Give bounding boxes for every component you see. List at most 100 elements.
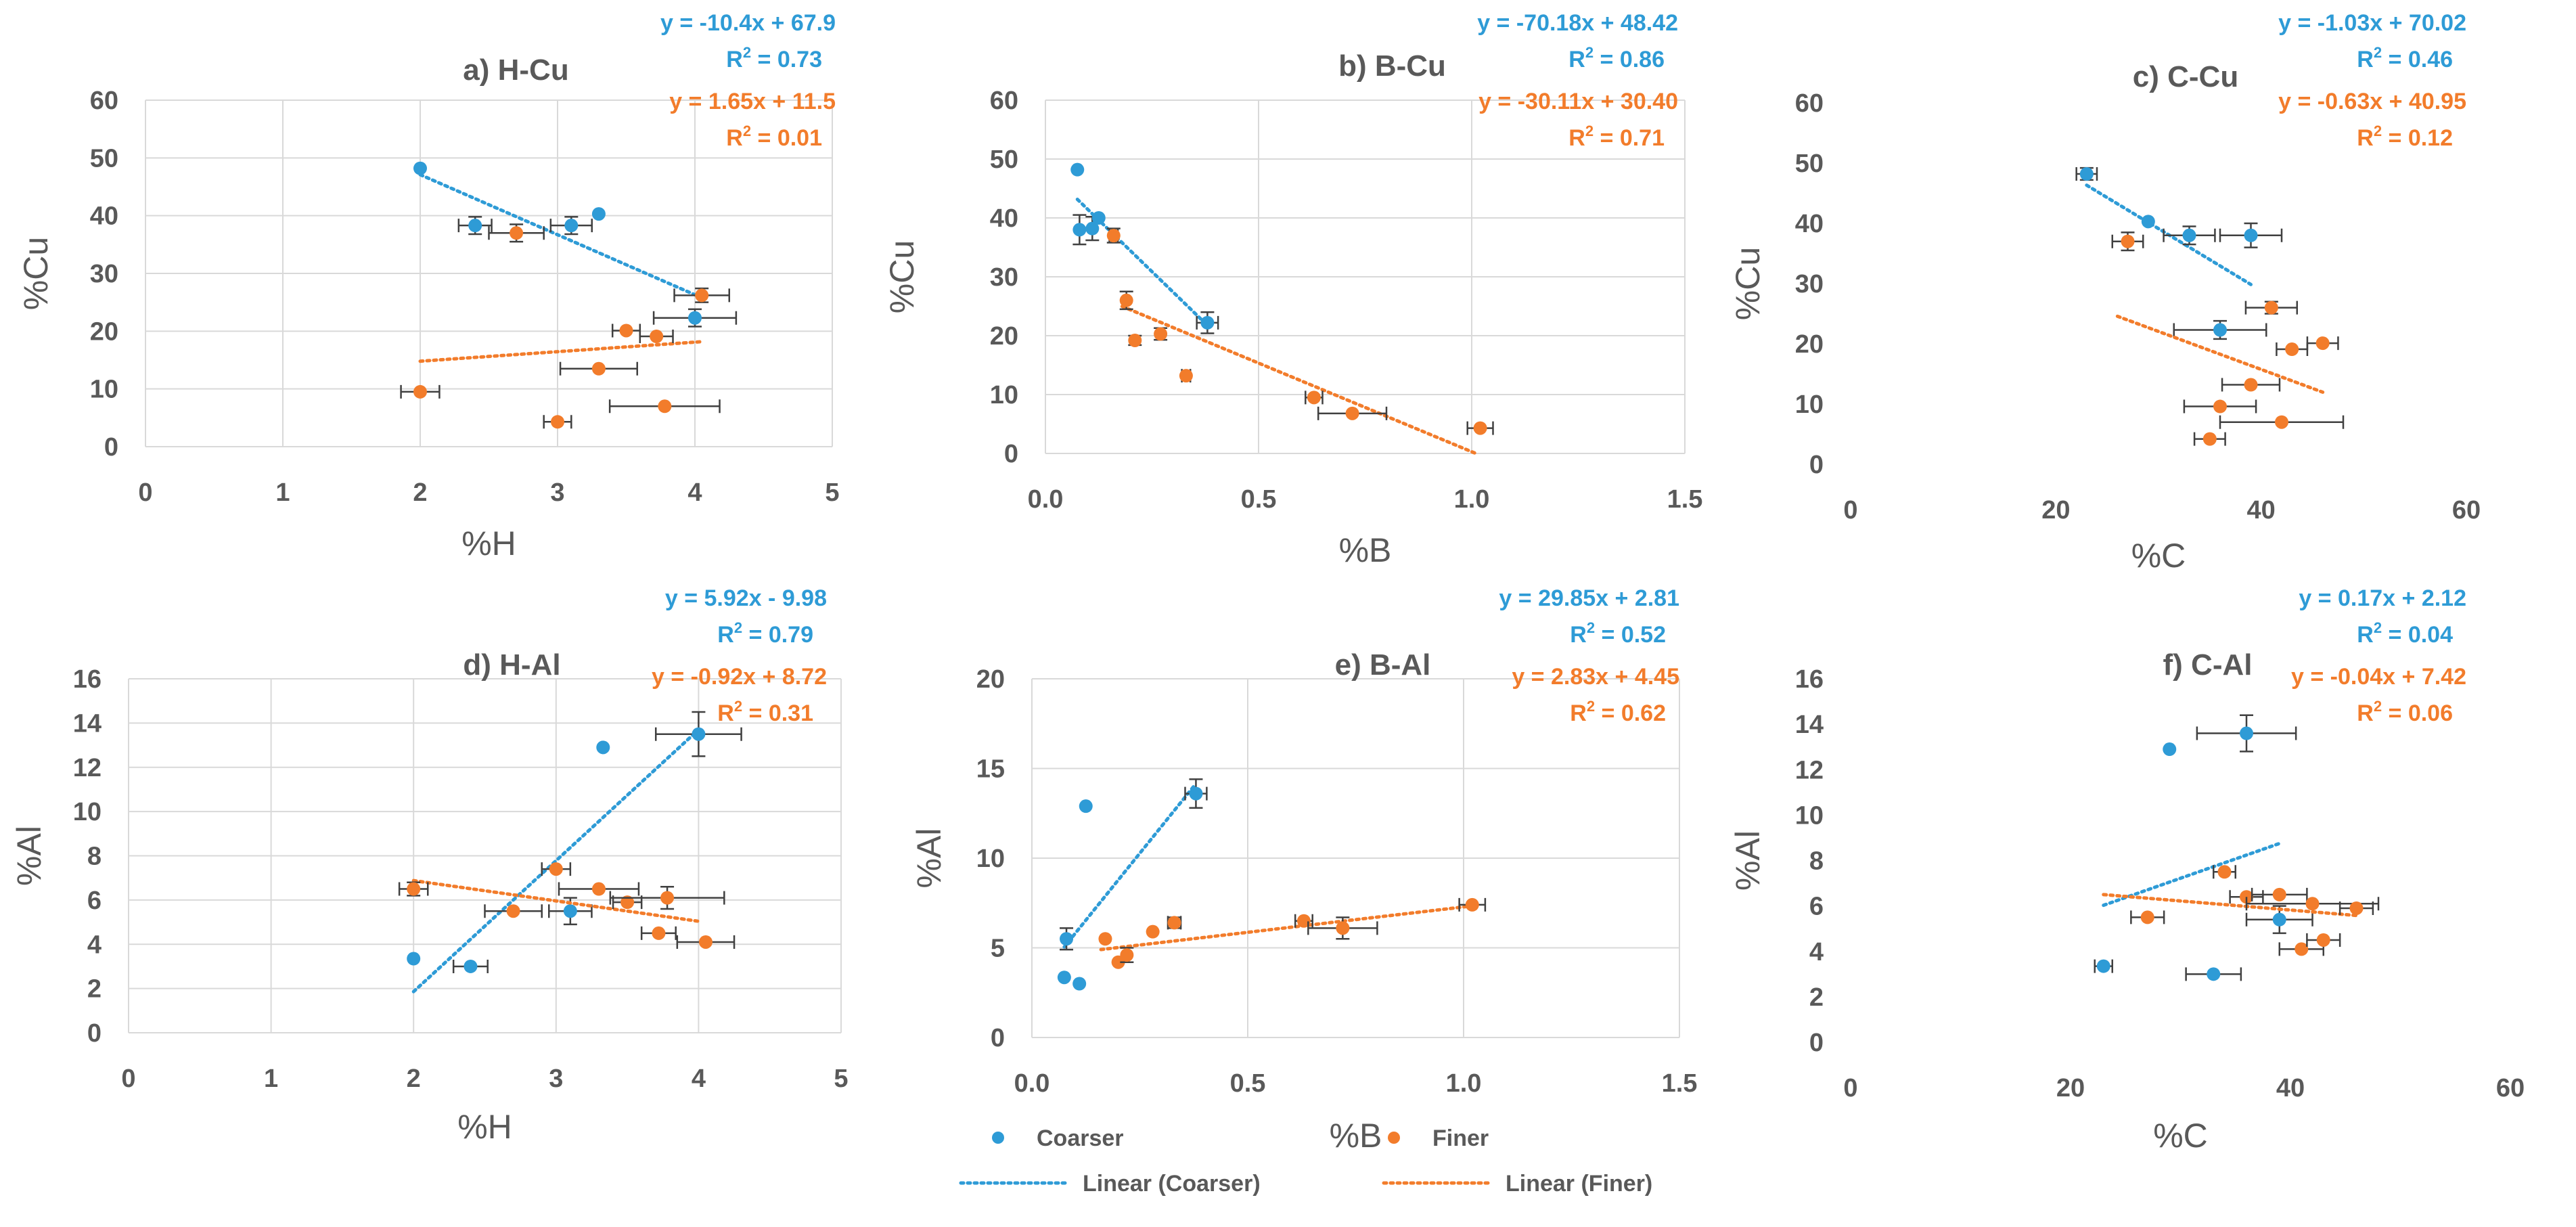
y-tick-label: 10	[990, 381, 1018, 409]
x-tick-label: 0.0	[1028, 485, 1064, 514]
y-tick-label: 10	[976, 845, 1005, 873]
point-finer	[620, 895, 635, 910]
point-coarser	[2141, 215, 2155, 229]
point-finer	[407, 882, 421, 896]
x-tick-label: 3	[550, 478, 564, 507]
y-tick-label: 50	[90, 144, 118, 173]
x-tick-label: 1	[264, 1065, 278, 1093]
y-tick-label: 30	[1795, 270, 1824, 298]
point-coarser	[564, 219, 579, 233]
point-finer	[2316, 933, 2330, 947]
r-squared-coarser: R2 = 0.79	[717, 619, 813, 648]
point-coarser	[1189, 786, 1203, 801]
y-tick-label: 5	[991, 935, 1005, 963]
point-finer	[2285, 342, 2299, 357]
point-finer	[2121, 234, 2135, 248]
y-tick-label: 60	[990, 87, 1018, 115]
point-finer	[1098, 932, 1112, 946]
trendline-finer	[411, 878, 700, 923]
point-coarser	[1057, 971, 1071, 985]
y-tick-label: 10	[73, 798, 101, 826]
x-tick-label: 0.5	[1230, 1069, 1266, 1098]
trendline-coarser	[2102, 841, 2282, 908]
y-axis-title: %Al	[1729, 830, 1767, 891]
point-finer	[1307, 391, 1321, 405]
trendline-coarser	[418, 173, 697, 297]
point-coarser	[2240, 726, 2253, 740]
y-tick-label: 30	[90, 260, 118, 288]
point-finer	[2295, 942, 2309, 956]
y-tick-label: 16	[73, 665, 101, 694]
r-squared-coarser: R2 = 0.73	[726, 44, 822, 72]
y-tick-label: 40	[90, 202, 118, 231]
chart-e: 0 5 10 15 20 0.0 0.5 1.0 1.5 %B %Al e) B-Al y = 29.8…	[910, 585, 1697, 1155]
point-finer	[1146, 924, 1160, 939]
point-coarser	[2096, 959, 2110, 973]
y-tick-label: 16	[1795, 665, 1824, 694]
point-coarser	[1079, 799, 1093, 813]
y-axis-title: %Cu	[883, 240, 921, 313]
r-squared-finer: R2 = 0.12	[2357, 122, 2453, 151]
legend-item-finer-marker: Finer	[1388, 1125, 1489, 1151]
x-tick-label: 5	[825, 478, 839, 507]
y-tick-label: 20	[976, 665, 1005, 694]
trend-equation-coarser: y = 5.92x - 9.98	[665, 585, 827, 611]
point-finer	[1120, 948, 1134, 962]
legend-label: Linear (Coarser)	[1083, 1171, 1261, 1197]
point-coarser	[688, 311, 702, 325]
chart-title: e) B-Al	[1335, 648, 1431, 682]
chart-title: f) C-Al	[2163, 648, 2253, 682]
x-axis-title: %H	[457, 1108, 512, 1146]
y-tick-label: 0	[991, 1024, 1005, 1052]
trend-equation-finer: y = -0.92x + 8.72	[652, 664, 827, 690]
point-coarser	[1085, 221, 1100, 236]
point-coarser	[464, 959, 478, 973]
x-tick-label: 0.0	[1014, 1069, 1050, 1098]
point-coarser	[1091, 211, 1106, 225]
trendline-finer	[1099, 904, 1474, 952]
point-finer	[2349, 901, 2364, 915]
point-finer	[506, 904, 520, 918]
r-squared-finer: R2 = 0.31	[717, 698, 813, 726]
trendline-coarser	[1062, 782, 1198, 949]
point-finer	[658, 399, 672, 414]
x-tick-label: 20	[2056, 1074, 2085, 1102]
legend-item-coarser-line: Linear (Coarser)	[959, 1171, 1261, 1197]
point-finer	[591, 882, 606, 896]
legend-label: Linear (Finer)	[1506, 1171, 1652, 1197]
point-finer	[698, 935, 713, 949]
r-squared-finer: R2 = 0.06	[2357, 698, 2453, 726]
legend-marker-finer	[1388, 1132, 1400, 1144]
y-tick-label: 14	[1795, 711, 1824, 739]
x-tick-label: 4	[692, 1065, 706, 1093]
point-finer	[1345, 406, 1359, 420]
x-tick-label: 5	[834, 1065, 848, 1093]
x-tick-label: 0	[121, 1065, 135, 1093]
x-tick-label: 40	[2276, 1074, 2305, 1102]
point-coarser	[2163, 742, 2177, 757]
trend-equation-coarser: y = -1.03x + 70.02	[2278, 10, 2466, 36]
trend-equation-coarser: y = -10.4x + 67.9	[660, 10, 836, 36]
r-squared-coarser: R2 = 0.04	[2357, 619, 2453, 648]
point-finer	[660, 891, 675, 905]
point-finer	[413, 384, 427, 399]
point-coarser	[1200, 315, 1215, 330]
point-finer	[1296, 914, 1311, 928]
y-tick-label: 4	[1809, 938, 1824, 966]
y-tick-label: 6	[1809, 893, 1824, 921]
y-tick-label: 0	[87, 1019, 101, 1048]
point-coarser	[1072, 223, 1087, 237]
point-finer	[1336, 921, 1350, 935]
x-tick-label: 40	[2247, 496, 2276, 525]
point-finer	[2305, 897, 2320, 911]
x-tick-label: 20	[2041, 496, 2070, 525]
chart-c: 0 10 20 30 40 50 60 0 20 40 60 %C %Cu c) C-Cu y = -1.0…	[1729, 10, 2481, 575]
x-tick-label: 2	[407, 1065, 421, 1093]
legend-label: Finer	[1432, 1125, 1489, 1151]
x-tick-label: 0.5	[1241, 485, 1277, 514]
point-coarser	[2182, 228, 2196, 242]
trendline-finer	[1120, 305, 1478, 455]
point-finer	[619, 324, 633, 338]
point-finer	[591, 361, 606, 376]
